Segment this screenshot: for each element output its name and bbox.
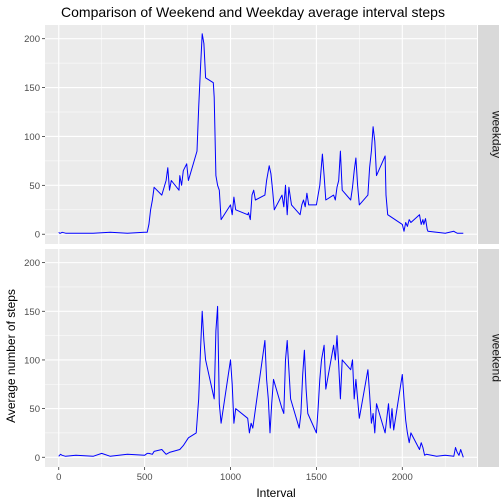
facet-strip-label: weekend <box>490 333 504 382</box>
series-line-weekend <box>58 305 464 458</box>
series-line-weekday <box>58 33 464 234</box>
x-tick-label: 0 <box>56 472 61 483</box>
facet-strip <box>478 249 499 467</box>
panel-background <box>45 25 477 244</box>
x-tick-label: 2000 <box>392 472 413 483</box>
x-tick-label: 1500 <box>306 472 327 483</box>
y-tick-label: 150 <box>24 83 40 94</box>
y-tick-label: 100 <box>24 132 40 143</box>
x-tick-label: 1000 <box>220 472 241 483</box>
y-tick-label: 0 <box>35 453 40 464</box>
facet-strip <box>478 25 499 244</box>
y-tick-label: 0 <box>35 230 40 241</box>
y-tick-label: 200 <box>24 34 40 45</box>
y-tick-label: 100 <box>24 355 40 366</box>
chart-title: Comparison of Weekend and Weekday averag… <box>61 4 445 20</box>
x-axis-title: Interval <box>256 486 295 500</box>
panel-background <box>45 249 477 467</box>
x-tick-label: 500 <box>137 472 153 483</box>
panel-weekend: 0 50 100 150 200 weekend 0 500 1000 1500 2000 <box>24 249 504 483</box>
facet-panels: 0 50 100 150 200 weekday 0 50 100 150 200 weekend 0 5… <box>24 25 504 483</box>
y-tick-label: 150 <box>24 307 40 318</box>
y-tick-label: 50 <box>29 404 40 415</box>
panel-weekday: 0 50 100 150 200 weekday <box>24 25 504 244</box>
y-axis-title: Average number of steps <box>4 289 18 423</box>
y-tick-label: 200 <box>24 258 40 269</box>
facet-strip-label: weekday <box>490 110 504 158</box>
y-tick-label: 50 <box>29 181 40 192</box>
